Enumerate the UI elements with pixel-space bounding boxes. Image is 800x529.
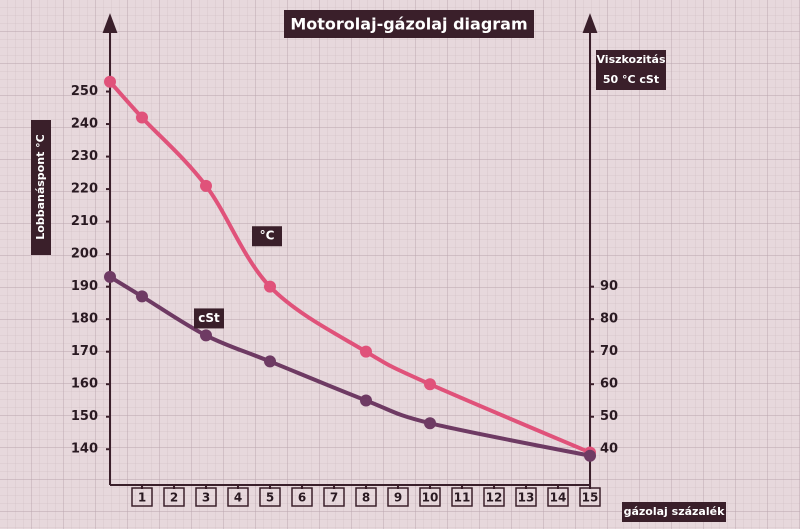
x-tick-label: 4 — [234, 491, 242, 505]
y2-tick-label: 60 — [600, 377, 618, 392]
data-point — [136, 111, 148, 124]
y-tick-label: 170 — [71, 344, 98, 359]
x-tick-label: 2 — [170, 491, 178, 505]
y2-axis-label: Viszkozitás — [596, 53, 665, 66]
y-tick-label: 150 — [71, 409, 98, 424]
x-tick-label: 8 — [362, 491, 370, 505]
axes — [102, 13, 598, 486]
y-tick-label: 210 — [71, 214, 98, 229]
x-tick-label: 7 — [330, 491, 338, 505]
x-tick-label: 1 — [138, 491, 146, 505]
y-tick-label: 200 — [71, 247, 98, 262]
x-tick-box — [163, 487, 185, 507]
y-tick-label: 230 — [71, 149, 98, 164]
x-tick-box — [291, 487, 313, 507]
data-point — [104, 75, 116, 88]
x-tick-box — [355, 487, 377, 507]
y2-arrow — [582, 13, 598, 33]
x-tick-label: 14 — [550, 491, 567, 505]
y2-axis-unit: 50 °C cSt — [603, 73, 659, 86]
series-line — [108, 79, 592, 455]
data-point — [104, 270, 116, 283]
y-tick-label: 240 — [71, 117, 98, 132]
y2label-box — [596, 50, 666, 90]
x-tick-label: 13 — [518, 491, 535, 505]
xlabel-box — [622, 502, 726, 522]
x-tick-label: 12 — [486, 491, 503, 505]
x-tick-box — [131, 487, 153, 507]
y-tick-label: 250 — [71, 84, 98, 99]
data-point — [264, 355, 276, 368]
y2-tick-label: 40 — [600, 442, 618, 457]
data-point — [264, 280, 276, 293]
chart-title: Motorolaj-gázolaj diagram — [290, 15, 527, 34]
x-tick-box — [195, 487, 217, 507]
y2-tick-label: 80 — [600, 312, 618, 327]
x-tick-label: 6 — [298, 491, 306, 505]
x-tick-label: 15 — [582, 491, 599, 505]
data-point — [360, 345, 372, 358]
x-tick-box — [515, 487, 537, 507]
y2-tick-label: 90 — [600, 279, 618, 294]
y2-tick-label: 70 — [600, 344, 618, 359]
y-tick-label: 190 — [71, 279, 98, 294]
data-point — [584, 449, 596, 462]
title-box — [284, 10, 534, 38]
data-point — [200, 179, 212, 192]
y-arrow — [102, 13, 118, 33]
x-tick-box — [387, 487, 409, 507]
y-tick-label: 140 — [71, 442, 98, 457]
y-tick-label: 160 — [71, 377, 98, 392]
x-tick-label: 5 — [266, 491, 274, 505]
y2-tick-label: 50 — [600, 409, 618, 424]
y-tick-label: 220 — [71, 182, 98, 197]
x-tick-label: 3 — [202, 491, 210, 505]
x-tick-box — [259, 487, 281, 507]
data-point — [424, 417, 436, 430]
x-tick-box — [451, 487, 473, 507]
data-point — [200, 329, 212, 342]
x-tick-label: 11 — [454, 491, 471, 505]
ylabel-box — [31, 120, 51, 255]
x-tick-box — [227, 487, 249, 507]
y-axis-label: Lobbanáspont °C — [34, 134, 47, 239]
x-tick-box — [419, 487, 441, 507]
x-tick-label: 9 — [394, 491, 402, 505]
y-tick-label: 180 — [71, 312, 98, 327]
x-tick-box — [547, 487, 569, 507]
legend-box — [194, 308, 224, 329]
data-point — [360, 394, 372, 407]
x-axis-label: gázolaj százalék — [624, 505, 725, 518]
legend-box — [252, 226, 282, 247]
legend-label: cSt — [198, 311, 220, 325]
data-point — [136, 290, 148, 303]
x-tick-box — [483, 487, 505, 507]
x-tick-label: 10 — [422, 491, 439, 505]
legend-label: °C — [260, 229, 275, 243]
x-tick-box — [323, 487, 345, 507]
x-tick-box — [579, 487, 601, 507]
data-point — [424, 378, 436, 391]
